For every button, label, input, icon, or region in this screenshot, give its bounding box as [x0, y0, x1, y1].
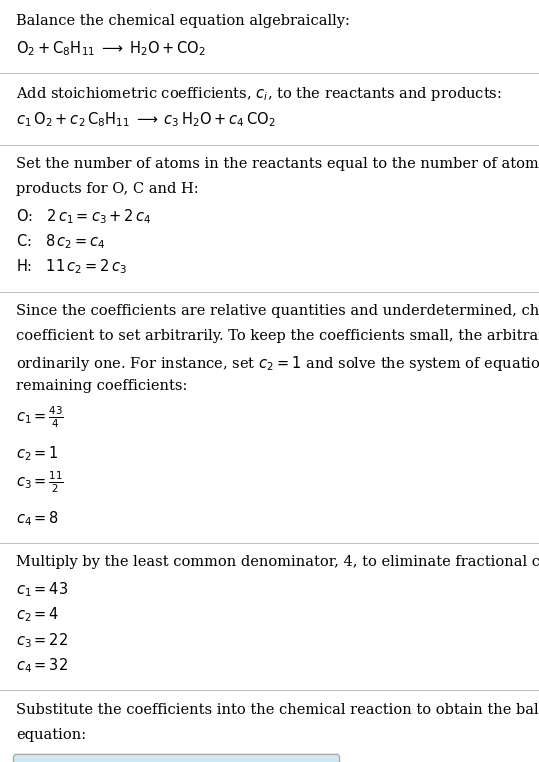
- Text: Multiply by the least common denominator, 4, to eliminate fractional coefficient: Multiply by the least common denominator…: [16, 555, 539, 569]
- Text: products for O, C and H:: products for O, C and H:: [16, 182, 199, 196]
- Text: Since the coefficients are relative quantities and underdetermined, choose a: Since the coefficients are relative quan…: [16, 304, 539, 318]
- Text: $c_1 = 43$: $c_1 = 43$: [16, 581, 68, 600]
- Text: ordinarily one. For instance, set $c_2 = 1$ and solve the system of equations fo: ordinarily one. For instance, set $c_2 =…: [16, 354, 539, 373]
- Text: $c_1\,\mathrm{O_2} + c_2\,\mathrm{C_8H_{11}} \;\longrightarrow\; c_3\,\mathrm{H_: $c_1\,\mathrm{O_2} + c_2\,\mathrm{C_8H_{…: [16, 110, 275, 130]
- Text: $\mathrm{H}$:   $11\,c_2 = 2\,c_3$: $\mathrm{H}$: $11\,c_2 = 2\,c_3$: [16, 258, 127, 277]
- Text: Set the number of atoms in the reactants equal to the number of atoms in the: Set the number of atoms in the reactants…: [16, 157, 539, 171]
- Text: Balance the chemical equation algebraically:: Balance the chemical equation algebraica…: [16, 14, 350, 27]
- Text: $\mathrm{O_2 + C_8H_{11} \;\longrightarrow\; H_2O + CO_2}$: $\mathrm{O_2 + C_8H_{11} \;\longrightarr…: [16, 39, 206, 58]
- Text: $c_1 = \frac{43}{4}$: $c_1 = \frac{43}{4}$: [16, 405, 64, 430]
- Text: $c_2 = 4$: $c_2 = 4$: [16, 606, 59, 625]
- Text: $\mathrm{C}$:   $8\,c_2 = c_4$: $\mathrm{C}$: $8\,c_2 = c_4$: [16, 232, 106, 251]
- Text: $c_4 = 8$: $c_4 = 8$: [16, 509, 59, 528]
- Text: $c_2 = 1$: $c_2 = 1$: [16, 444, 59, 463]
- Text: coefficient to set arbitrarily. To keep the coefficients small, the arbitrary va: coefficient to set arbitrarily. To keep …: [16, 329, 539, 343]
- Text: Add stoichiometric coefficients, $c_i$, to the reactants and products:: Add stoichiometric coefficients, $c_i$, …: [16, 85, 502, 104]
- Text: Substitute the coefficients into the chemical reaction to obtain the balanced: Substitute the coefficients into the che…: [16, 703, 539, 716]
- Text: $c_4 = 32$: $c_4 = 32$: [16, 656, 68, 675]
- Text: equation:: equation:: [16, 728, 86, 741]
- Text: $c_3 = \frac{11}{2}$: $c_3 = \frac{11}{2}$: [16, 469, 64, 495]
- Text: remaining coefficients:: remaining coefficients:: [16, 379, 188, 393]
- FancyBboxPatch shape: [13, 754, 340, 762]
- Text: $\mathrm{O}$:   $2\,c_1 = c_3 + 2\,c_4$: $\mathrm{O}$: $2\,c_1 = c_3 + 2\,c_4$: [16, 207, 152, 226]
- Text: $c_3 = 22$: $c_3 = 22$: [16, 631, 68, 650]
